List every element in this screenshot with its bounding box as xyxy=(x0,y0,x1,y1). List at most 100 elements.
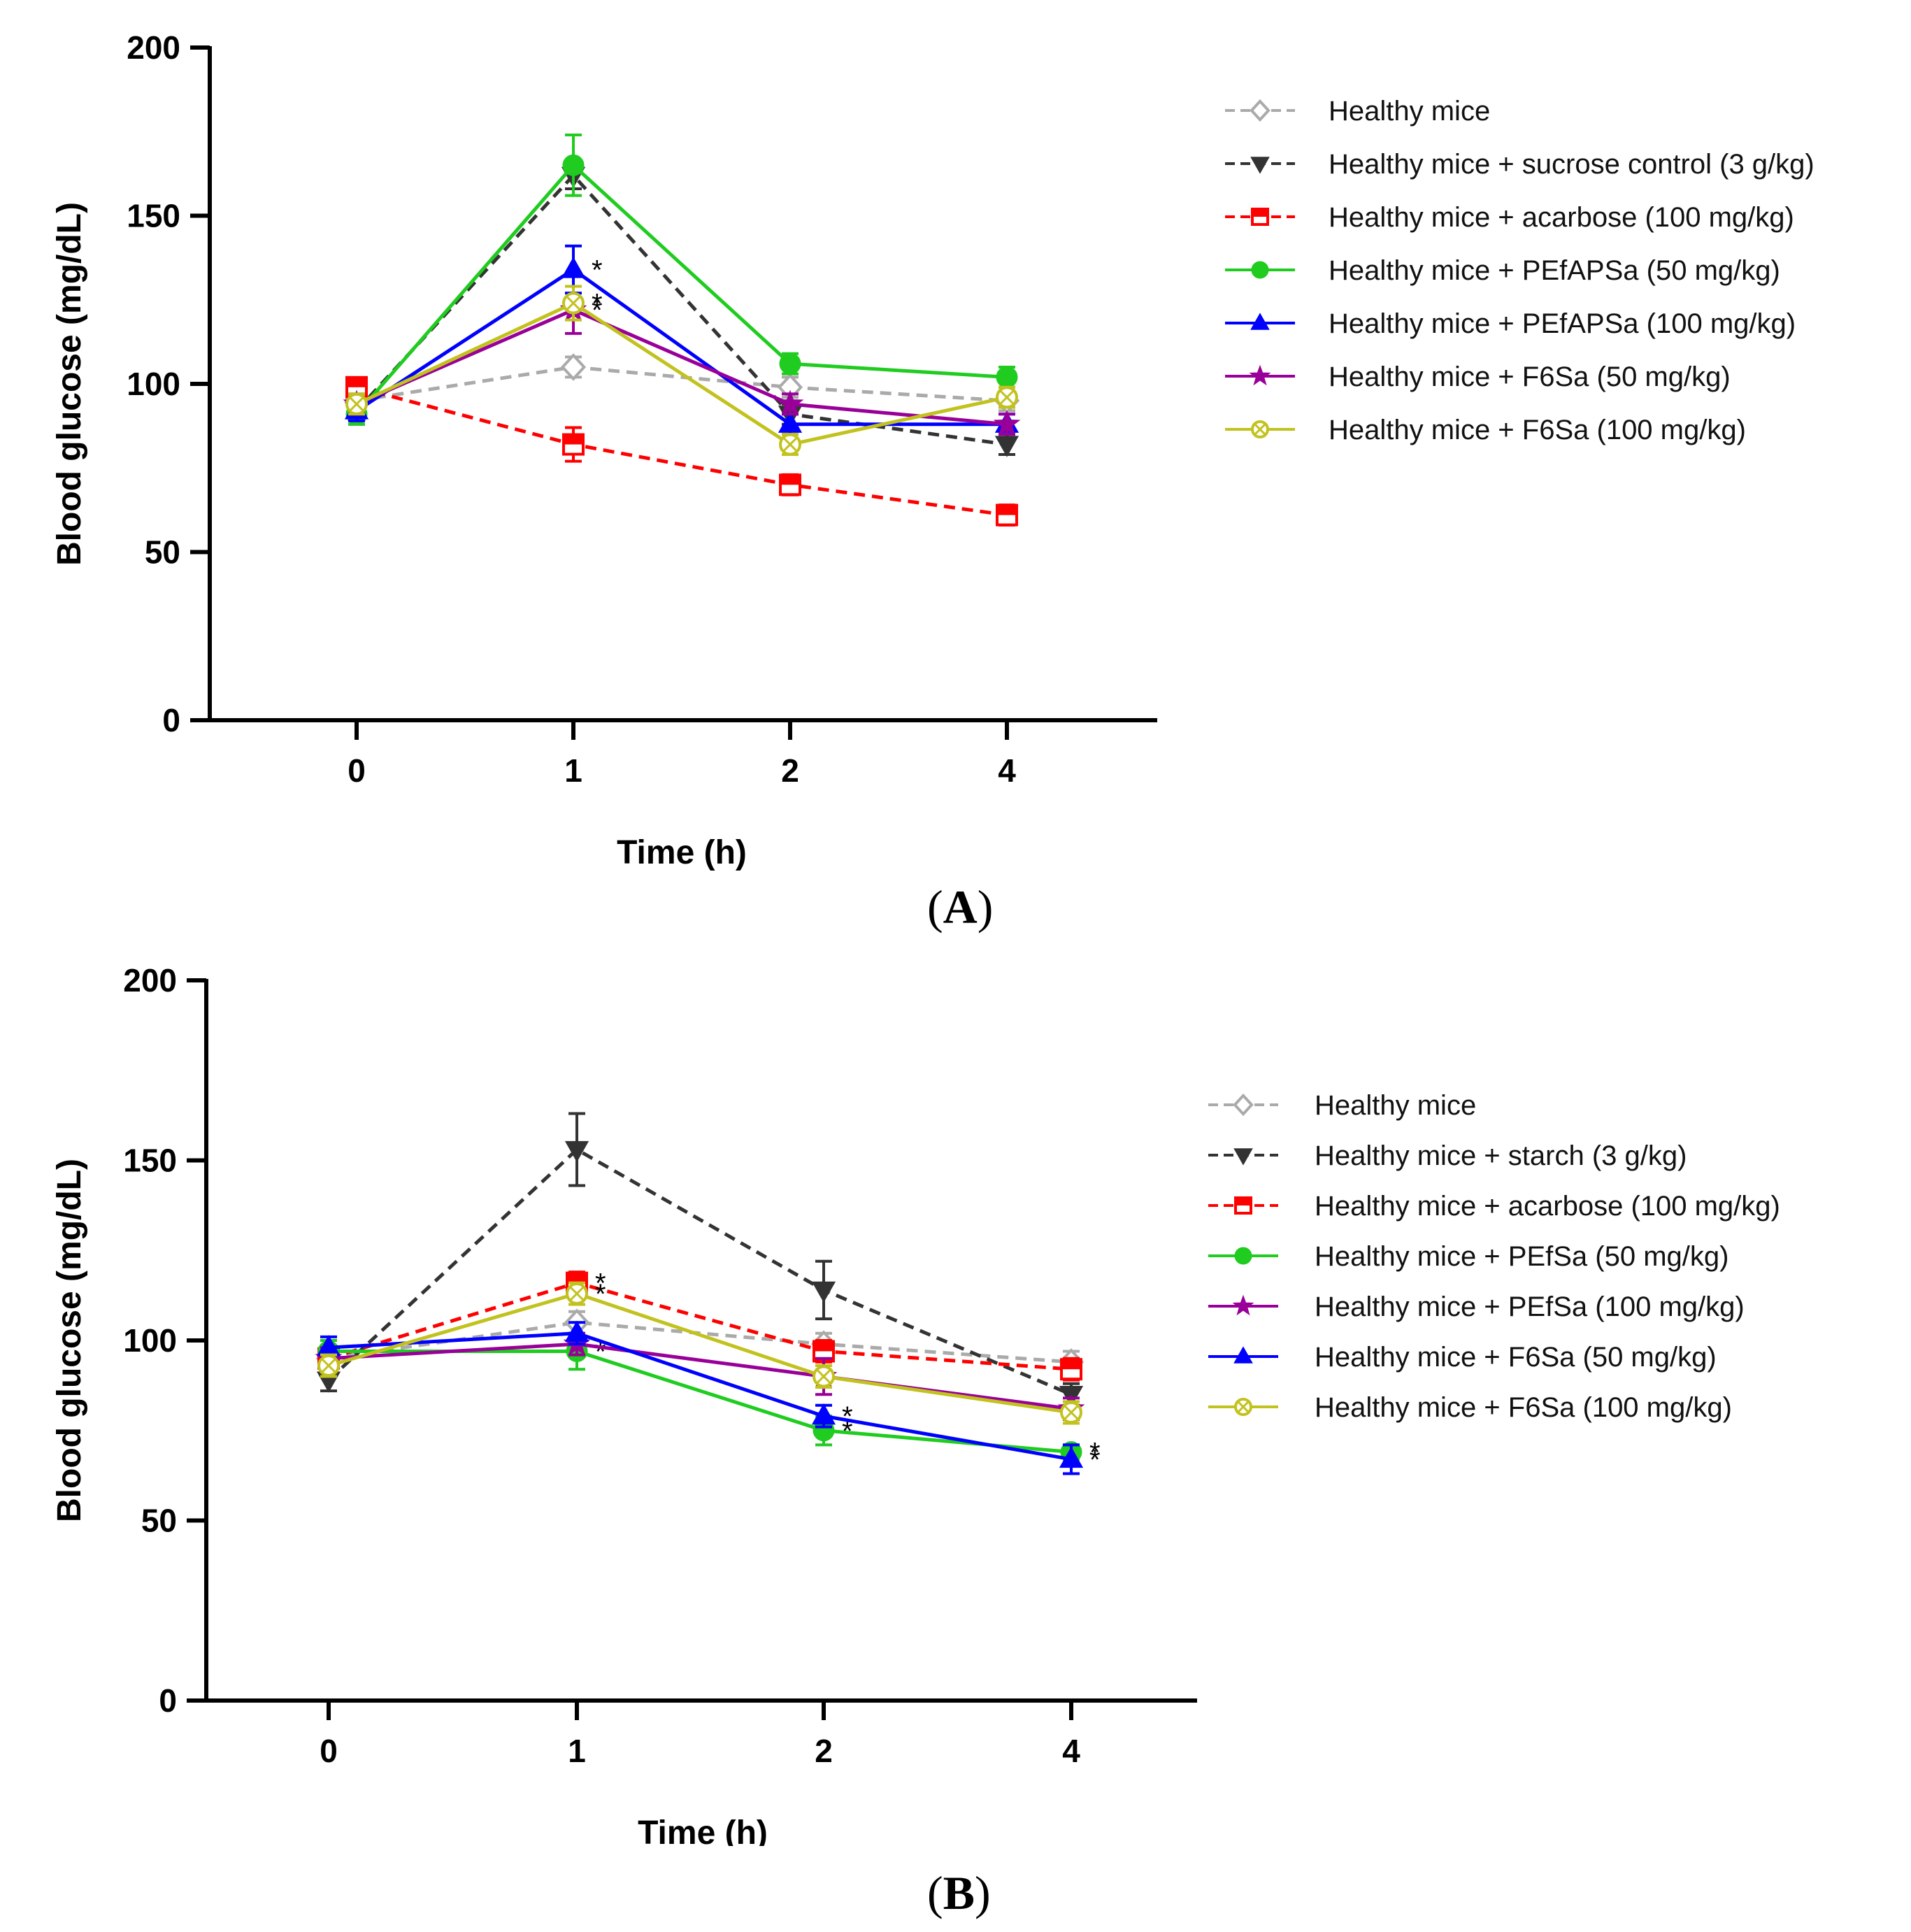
legend-label: Healthy mice xyxy=(1329,96,1490,127)
data-point xyxy=(811,1403,836,1425)
legend-item: Healthy mice + F6Sa (100 mg/kg) xyxy=(1208,1392,1732,1423)
data-point xyxy=(566,1282,588,1305)
legend-item: Healthy mice + F6Sa (100 mg/kg) xyxy=(1225,415,1746,445)
legend-marker xyxy=(1251,420,1269,438)
legend-item: Healthy mice + acarbose (100 mg/kg) xyxy=(1225,202,1794,233)
data-point xyxy=(561,257,586,278)
x-tick-label: 2 xyxy=(815,1733,833,1769)
x-tick-label: 1 xyxy=(564,752,582,789)
legend-marker xyxy=(1234,1398,1252,1416)
data-point xyxy=(1060,1401,1082,1424)
x-tick-label: 4 xyxy=(998,752,1016,789)
legend-item: Healthy mice + F6Sa (50 mg/kg) xyxy=(1225,362,1731,392)
data-point xyxy=(1059,1446,1084,1468)
y-tick-label: 100 xyxy=(123,1322,177,1359)
legend-marker xyxy=(1251,208,1269,226)
significance-star: * xyxy=(842,1416,853,1447)
legend-label: Healthy mice + F6Sa (50 mg/kg) xyxy=(1315,1342,1717,1373)
series-line xyxy=(327,1147,1072,1396)
data-point xyxy=(996,386,1018,409)
legend: Healthy mice Healthy mice + sucrose contr… xyxy=(1225,96,1815,445)
legend-label: Healthy mice + F6Sa (100 mg/kg) xyxy=(1329,415,1746,445)
legend-item: Healthy mice + sucrose control (3 g/kg) xyxy=(1225,149,1815,180)
legend-label: Healthy mice + F6Sa (50 mg/kg) xyxy=(1329,362,1731,392)
legend-item: Healthy mice + PEfSa (50 mg/kg) xyxy=(1208,1241,1729,1272)
chart-panel-b: 0 50 100 150 200 0 1 2 4 Time (h) Blood glucose (m… xyxy=(51,962,1780,1846)
series-line xyxy=(355,301,1008,447)
legend-marker xyxy=(1250,313,1270,330)
y-tick-label: 0 xyxy=(159,1682,177,1719)
x-tick-label: 1 xyxy=(568,1733,586,1769)
legend-label: Healthy mice + PEfSa (50 mg/kg) xyxy=(1315,1241,1729,1272)
data-point xyxy=(564,1320,589,1342)
series-6: ** xyxy=(316,1320,1101,1475)
y-tick-label: 200 xyxy=(127,29,180,66)
legend-marker xyxy=(1233,1346,1253,1364)
significance-star: * xyxy=(1089,1438,1101,1468)
legend-marker xyxy=(1234,1247,1252,1265)
legend-marker xyxy=(1250,99,1271,122)
legend-marker xyxy=(1249,364,1271,386)
y-tick-label: 200 xyxy=(123,962,177,999)
legend-item: Healthy mice xyxy=(1208,1090,1476,1121)
legend-label: Healthy mice + acarbose (100 mg/kg) xyxy=(1329,202,1794,233)
series-line xyxy=(356,365,1008,403)
legend-marker xyxy=(1233,1093,1254,1117)
significance-star: * xyxy=(595,1336,606,1367)
x-tick-label: 2 xyxy=(781,752,799,789)
data-point xyxy=(996,503,1018,527)
y-tick-label: 150 xyxy=(127,198,180,234)
x-tick-label: 4 xyxy=(1062,1733,1080,1769)
series-4 xyxy=(345,134,1018,426)
x-tick-label: 0 xyxy=(320,1733,338,1769)
data-point xyxy=(779,433,801,456)
legend-label: Healthy mice xyxy=(1315,1090,1476,1121)
series-line xyxy=(355,162,1008,415)
data-point xyxy=(778,411,803,433)
data-point xyxy=(993,410,1021,436)
data-point xyxy=(779,352,801,375)
series-line xyxy=(328,1331,1072,1461)
series-5: * xyxy=(344,244,1019,436)
data-point xyxy=(779,473,801,496)
x-tick-label: 0 xyxy=(348,752,366,789)
legend-marker xyxy=(1251,261,1269,279)
y-tick-label: 50 xyxy=(141,1503,177,1539)
legend-label: Healthy mice + starch (3 g/kg) xyxy=(1315,1140,1687,1171)
significance-star: * xyxy=(1089,1445,1101,1475)
legend-marker xyxy=(1234,1196,1252,1215)
data-point xyxy=(996,366,1018,388)
legend-label: Healthy mice + F6Sa (100 mg/kg) xyxy=(1315,1392,1732,1423)
legend-item: Healthy mice + PEfAPSa (50 mg/kg) xyxy=(1225,255,1780,286)
series-line xyxy=(328,1280,1072,1371)
series-line xyxy=(356,308,1008,427)
legend-item: Healthy mice + acarbose (100 mg/kg) xyxy=(1208,1191,1780,1222)
series-2 xyxy=(316,1112,1084,1408)
series-line xyxy=(355,267,1007,427)
data-point xyxy=(1060,1358,1082,1381)
legend-item: Healthy mice xyxy=(1225,96,1490,127)
series-7: * xyxy=(345,285,1018,457)
legend-label: Healthy mice + PEfAPSa (100 mg/kg) xyxy=(1329,308,1796,339)
legend-label: Healthy mice + acarbose (100 mg/kg) xyxy=(1315,1191,1780,1222)
legend-label: Healthy mice + sucrose control (3 g/kg) xyxy=(1329,149,1815,180)
legend-marker xyxy=(1232,1294,1254,1316)
data-point xyxy=(811,1281,836,1303)
legend-marker xyxy=(1250,157,1270,174)
series-line xyxy=(328,1291,1072,1415)
panel-b-label: (B) xyxy=(927,1866,991,1919)
x-axis-label: Time (h) xyxy=(638,1815,768,1846)
data-point xyxy=(345,392,368,415)
legend-item: Healthy mice + starch (3 g/kg) xyxy=(1208,1140,1687,1171)
panel-a-label: (A) xyxy=(927,880,994,933)
significance-star: * xyxy=(592,289,603,320)
data-point xyxy=(560,353,587,381)
y-tick-label: 0 xyxy=(162,702,180,738)
series-line xyxy=(329,1349,1072,1454)
data-point xyxy=(813,1365,835,1388)
data-point xyxy=(317,1354,340,1378)
significance-star: * xyxy=(595,1279,606,1310)
legend-item: Healthy mice + PEfSa (100 mg/kg) xyxy=(1208,1291,1745,1322)
chart-panel-a: 0 50 100 150 200 0 1 2 4 Time (h) Blood glucose (m… xyxy=(51,29,1815,871)
series-6: * xyxy=(343,285,1021,436)
